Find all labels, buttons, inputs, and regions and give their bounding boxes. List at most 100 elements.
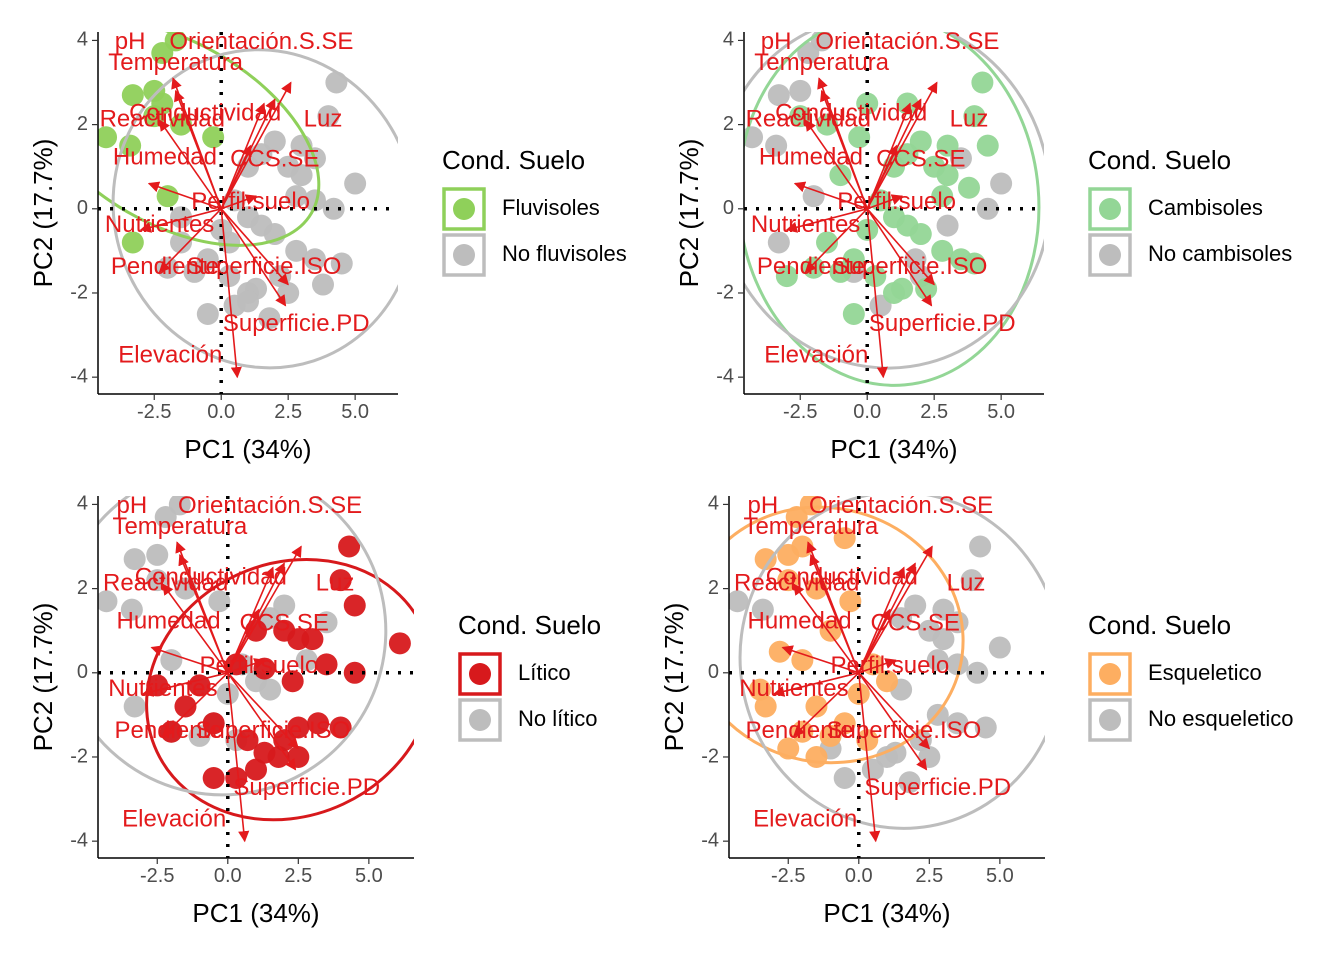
x-tick-label: 0.0 (845, 865, 873, 887)
point-no-lítico (154, 506, 177, 529)
loading-arrow-ccs-se (866, 144, 898, 210)
loading-label-pendiente: Pendiente (111, 253, 219, 280)
point-fluvisoles (121, 84, 144, 107)
point-no-esqueletico (926, 649, 949, 672)
point-esqueletico (791, 649, 814, 672)
point-esqueletico (876, 670, 898, 693)
loading-arrow-orientación-s-se (227, 545, 302, 674)
y-tick-label: 0 (77, 661, 88, 683)
loading-label-conductividad: Conductividad (129, 99, 281, 126)
point-cambisoles (842, 303, 865, 326)
point-no-fluvisoles (303, 189, 326, 212)
point-fluvisoles (156, 185, 179, 208)
legend-title: Cond. Suelo (1088, 145, 1231, 175)
point-no-fluvisoles (183, 260, 206, 283)
point-no-lítico (188, 724, 211, 747)
point-no-lítico (259, 607, 282, 630)
x-tick-label: 2.5 (284, 865, 312, 887)
point-esqueletico (839, 590, 862, 613)
point-cambisoles (936, 134, 959, 157)
point-esqueletico (856, 729, 879, 752)
x-tick-label: 2.5 (274, 401, 302, 423)
loading-arrow-pendiente (162, 672, 229, 737)
y-tick-label: 4 (708, 493, 719, 515)
loading-arrow-pendiente (158, 208, 222, 273)
loading-label-temperatura: Temperatura (754, 49, 889, 76)
ellipse-esqueletico (729, 505, 965, 765)
point-no-esqueletico (918, 745, 941, 768)
loading-label-perfil-suelo: Perfil.suelo (191, 188, 310, 215)
point-no-esqueletico (729, 590, 749, 613)
loading-arrow-temperatura (820, 89, 868, 210)
point-no-lítico (146, 543, 169, 566)
point-no-fluvisoles (325, 71, 348, 94)
point-lítico (287, 716, 310, 739)
point-fluvisoles (151, 42, 174, 65)
loading-label-reactividad: Reactividad (734, 570, 859, 597)
legend-title: Cond. Suelo (442, 145, 585, 175)
legend-key-dot (469, 663, 491, 685)
point-no-cambisoles (767, 84, 790, 107)
point-lítico (267, 745, 290, 768)
legend-label: Esqueletico (1148, 660, 1262, 685)
loading-label-perfil-suelo: Perfil.suelo (837, 188, 956, 215)
loading-label-superficie-pd: Superficie.PD (869, 310, 1016, 337)
loading-label-elevación: Elevación (753, 805, 857, 832)
loading-label-orientación-s-se: Orientación.S.SE (815, 28, 999, 55)
loading-arrow-perfil-suelo (858, 658, 897, 674)
point-no-fluvisoles (322, 197, 345, 220)
ellipse-no-lítico (98, 496, 388, 797)
point-no-esqueletico (932, 598, 955, 621)
point-no-esqueletico (974, 716, 997, 739)
loading-label-superficie-iso: Superficie.ISO (196, 717, 351, 744)
loading-arrow-pendiente (804, 208, 868, 273)
loading-arrow-elevación (857, 672, 881, 843)
point-no-esqueletico (988, 636, 1011, 659)
loading-label-ph: pH (117, 492, 148, 519)
loading-arrow-perfil-suelo (227, 658, 266, 674)
legend-label: No cambisoles (1148, 241, 1292, 266)
point-lítico (225, 653, 248, 676)
loading-label-conductividad: Conductividad (775, 99, 927, 126)
x-tick-label: 5.0 (986, 865, 1014, 887)
loading-arrow-reactividad (162, 583, 229, 674)
y-tick-label: -2 (701, 745, 719, 767)
y-axis-title: PC2 (17.7%) (28, 603, 58, 752)
loading-arrow-nutrientes (139, 208, 222, 233)
loading-label-reactividad: Reactividad (100, 106, 225, 133)
loading-arrow-nutrientes (785, 208, 868, 233)
point-no-cambisoles (789, 79, 812, 102)
point-cambisoles (936, 164, 959, 187)
point-no-lítico (98, 590, 118, 613)
point-no-cambisoles (744, 126, 764, 149)
loading-label-superficie-iso: Superficie.ISO (833, 253, 988, 280)
loading-arrow-nutrientes (773, 672, 859, 697)
x-axis-title: PC1 (34%) (184, 434, 311, 464)
y-axis-title: PC2 (17.7%) (28, 139, 58, 288)
point-cambisoles (909, 223, 932, 246)
point-cambisoles (816, 231, 839, 254)
point-esqueletico (749, 678, 772, 701)
y-tick-label: 0 (77, 197, 88, 219)
point-no-cambisoles (765, 134, 788, 157)
point-cambisoles (775, 265, 798, 288)
loading-label-luz: Luz (304, 106, 343, 133)
loading-label-luz: Luz (947, 570, 986, 597)
loading-label-ccs-se: CCS.SE (871, 610, 960, 637)
loading-label-superficie-pd: Superficie.PD (233, 774, 380, 801)
point-esqueletico (819, 724, 842, 747)
loading-label-nutrientes: Nutrientes (751, 211, 860, 238)
point-no-esqueletico (876, 745, 898, 768)
loading-arrow-superficie-pd (227, 672, 297, 771)
legend-label: Lítico (518, 660, 571, 685)
y-tick-label: -4 (70, 365, 88, 387)
legend: Cond. Suelo Cambisoles No cambisoles (1088, 145, 1292, 277)
point-esqueletico (805, 695, 828, 718)
x-tick-label: 0.0 (214, 865, 242, 887)
point-esqueletico (819, 619, 842, 642)
point-no-fluvisoles (330, 252, 353, 275)
legend-label: No lítico (518, 706, 597, 731)
point-lítico (202, 712, 225, 735)
point-no-esqueletico (904, 594, 927, 617)
